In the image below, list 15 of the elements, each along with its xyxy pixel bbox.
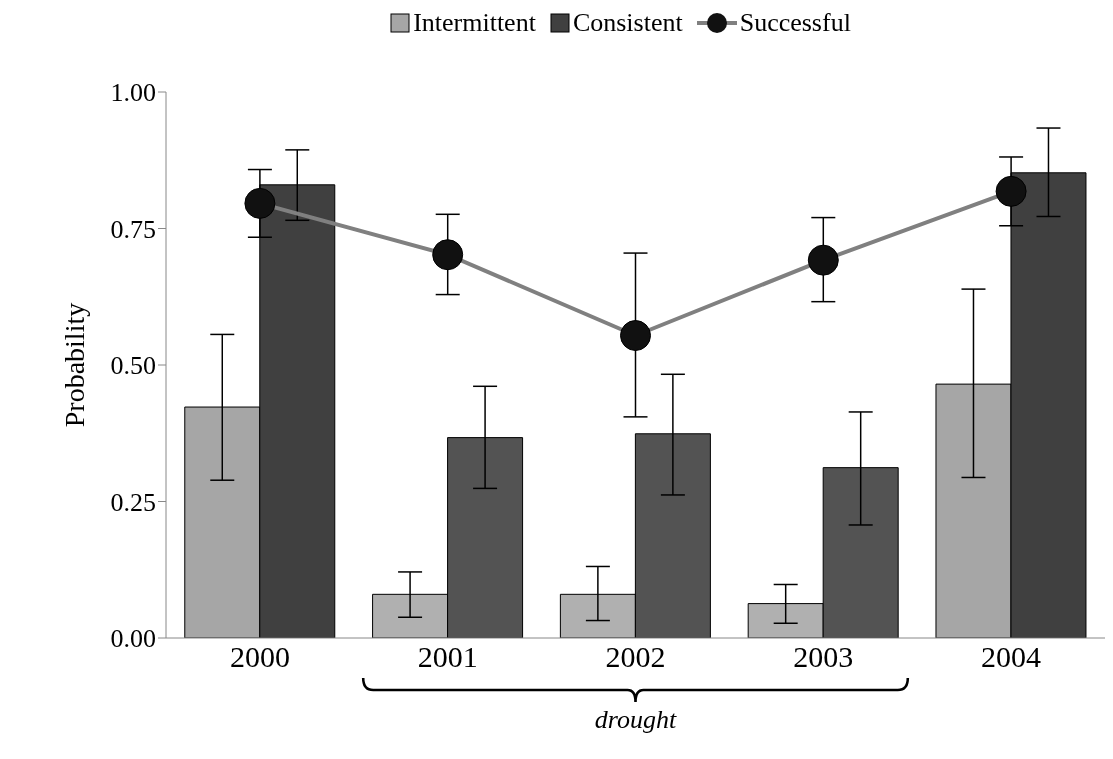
x-tick-label: 2003	[793, 640, 854, 674]
y-tick-label: 0.75	[110, 214, 156, 244]
y-tick-label: 0.25	[110, 487, 156, 517]
x-tick-label: 2001	[417, 640, 478, 674]
legend-label: Intermittent	[413, 8, 536, 38]
y-tick-label: 0.00	[110, 624, 156, 654]
x-tick-label: 2000	[229, 640, 290, 674]
x-tick-label: 2002	[605, 640, 666, 674]
y-tick-label: 0.50	[110, 351, 156, 381]
x-tick-label: 2004	[981, 640, 1042, 674]
y-tick-label: 1.00	[110, 78, 156, 108]
y-axis-title: Probability	[58, 302, 90, 428]
legend-label: Successful	[739, 8, 851, 38]
text: drought	[594, 705, 677, 734]
legend-label: Consistent	[572, 8, 683, 38]
